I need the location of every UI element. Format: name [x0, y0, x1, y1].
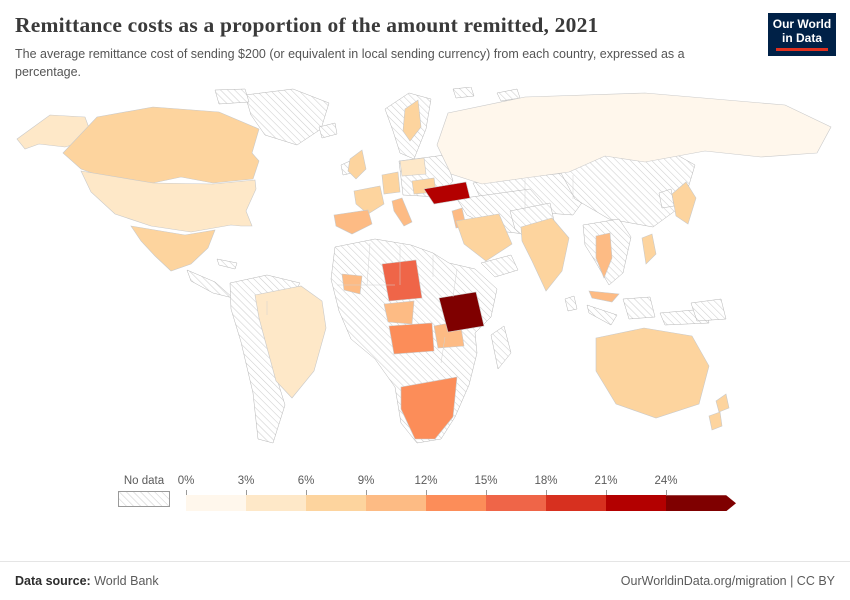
country-thailand[interactable] — [595, 232, 613, 280]
region-papua-new-guinea-nodata — [690, 298, 727, 322]
country-saudi-arabia[interactable] — [455, 213, 513, 262]
legend-tick — [186, 490, 187, 496]
region-madagascar-nodata — [490, 325, 512, 370]
no-data-label: No data — [123, 475, 165, 488]
legend-tick — [546, 490, 547, 496]
region-caribbean-nodata — [216, 258, 238, 270]
legend-tick — [606, 490, 607, 496]
country-spain[interactable] — [333, 209, 373, 235]
legend-tick — [246, 490, 247, 496]
country-gabon[interactable] — [383, 300, 415, 325]
page-title: Remittance costs as a proportion of the … — [15, 13, 599, 37]
country-new-zealand[interactable] — [708, 393, 730, 431]
legend-segment[interactable] — [246, 495, 306, 512]
region-yemen-oman-nodata — [480, 254, 519, 278]
country-germany[interactable] — [381, 171, 401, 195]
country-poland[interactable] — [399, 157, 427, 177]
region-svalbard-nodata — [452, 87, 475, 99]
region-borneo-nodata — [622, 296, 656, 320]
owid-logo[interactable]: Our World in Data — [768, 13, 836, 56]
owid-logo-line1: Our World — [772, 16, 832, 31]
country-italy[interactable] — [391, 197, 413, 227]
legend-tick-label: 12% — [414, 475, 438, 488]
country-sweden[interactable] — [402, 99, 422, 142]
legend-tick-label: 15% — [474, 475, 498, 488]
no-data-swatch — [118, 491, 170, 508]
region-sumatra-nodata — [586, 304, 618, 326]
legend-tick-label: 9% — [357, 475, 375, 488]
legend-tick — [426, 490, 427, 496]
legend-color-bar: 0% 3% 6% 9% 12% 15% 18% 21% 24% — [178, 475, 738, 513]
legend-tick — [486, 490, 487, 496]
logo-accent-bar — [776, 48, 828, 51]
map-legend: No data 0% 3% 6% 9% 12% 15% 18% 21% 24% — [0, 475, 850, 515]
region-central-america-nodata — [186, 269, 234, 299]
legend-tick-label: 3% — [237, 475, 255, 488]
page-subtitle: The average remittance cost of sending $… — [15, 47, 685, 80]
legend-tick-label: 18% — [534, 475, 558, 488]
country-brazil[interactable] — [254, 285, 327, 399]
country-france[interactable] — [353, 185, 385, 215]
owid-logo-line2: in Data — [781, 31, 822, 45]
legend-segment[interactable] — [606, 495, 666, 512]
data-countries — [16, 92, 832, 440]
chart-titles: Remittance costs as a proportion of the … — [15, 13, 705, 81]
country-australia[interactable] — [595, 327, 710, 419]
country-angola[interactable] — [388, 322, 435, 355]
country-tanzania[interactable] — [438, 291, 485, 333]
legend-tick — [366, 490, 367, 496]
region-arctic-islands-nodata — [214, 88, 250, 105]
data-source: Data source: World Bank — [15, 574, 159, 588]
owid-credit-link[interactable]: OurWorldinData.org/migration | CC BY — [620, 574, 835, 588]
country-canada[interactable] — [62, 106, 260, 184]
country-mexico[interactable] — [130, 225, 216, 272]
legend-segment-open-ended[interactable] — [666, 495, 736, 512]
chart-header: Remittance costs as a proportion of the … — [0, 0, 850, 81]
legend-tick-label: 21% — [594, 475, 618, 488]
country-india[interactable] — [520, 217, 570, 292]
legend-tick — [306, 490, 307, 496]
region-south-america-west-nodata — [229, 274, 301, 444]
chart-footer: Data source: World Bank OurWorldinData.o… — [0, 561, 850, 600]
country-cameroon[interactable] — [381, 259, 423, 302]
legend-segment[interactable] — [186, 495, 246, 512]
country-south-africa[interactable] — [400, 376, 458, 440]
region-greenland-nodata — [244, 88, 330, 146]
country-turkey[interactable] — [423, 181, 471, 205]
country-united-states[interactable] — [80, 170, 257, 233]
legend-no-data[interactable]: No data — [118, 475, 170, 508]
legend-tick-label: 0% — [177, 475, 195, 488]
legend-tick — [666, 490, 667, 496]
legend-tick-label: 24% — [654, 475, 678, 488]
legend-tick-label: 6% — [297, 475, 315, 488]
internal-country-borders — [266, 175, 574, 364]
country-japan[interactable] — [671, 181, 697, 225]
region-iceland-nodata — [318, 122, 338, 139]
world-map-choropleth[interactable] — [5, 87, 850, 465]
country-ghana[interactable] — [341, 273, 363, 295]
country-russia[interactable] — [436, 92, 832, 185]
legend-segment[interactable] — [426, 495, 486, 512]
region-sri-lanka-nodata — [564, 295, 578, 312]
country-malaysia[interactable] — [588, 290, 620, 303]
legend-segment[interactable] — [486, 495, 546, 512]
country-united-kingdom[interactable] — [347, 149, 367, 180]
country-philippines[interactable] — [641, 233, 657, 265]
data-source-label: Data source: — [15, 574, 91, 588]
legend-segment[interactable] — [366, 495, 426, 512]
legend-segment[interactable] — [546, 495, 606, 512]
data-source-value: World Bank — [94, 574, 159, 588]
legend-segment[interactable] — [306, 495, 366, 512]
